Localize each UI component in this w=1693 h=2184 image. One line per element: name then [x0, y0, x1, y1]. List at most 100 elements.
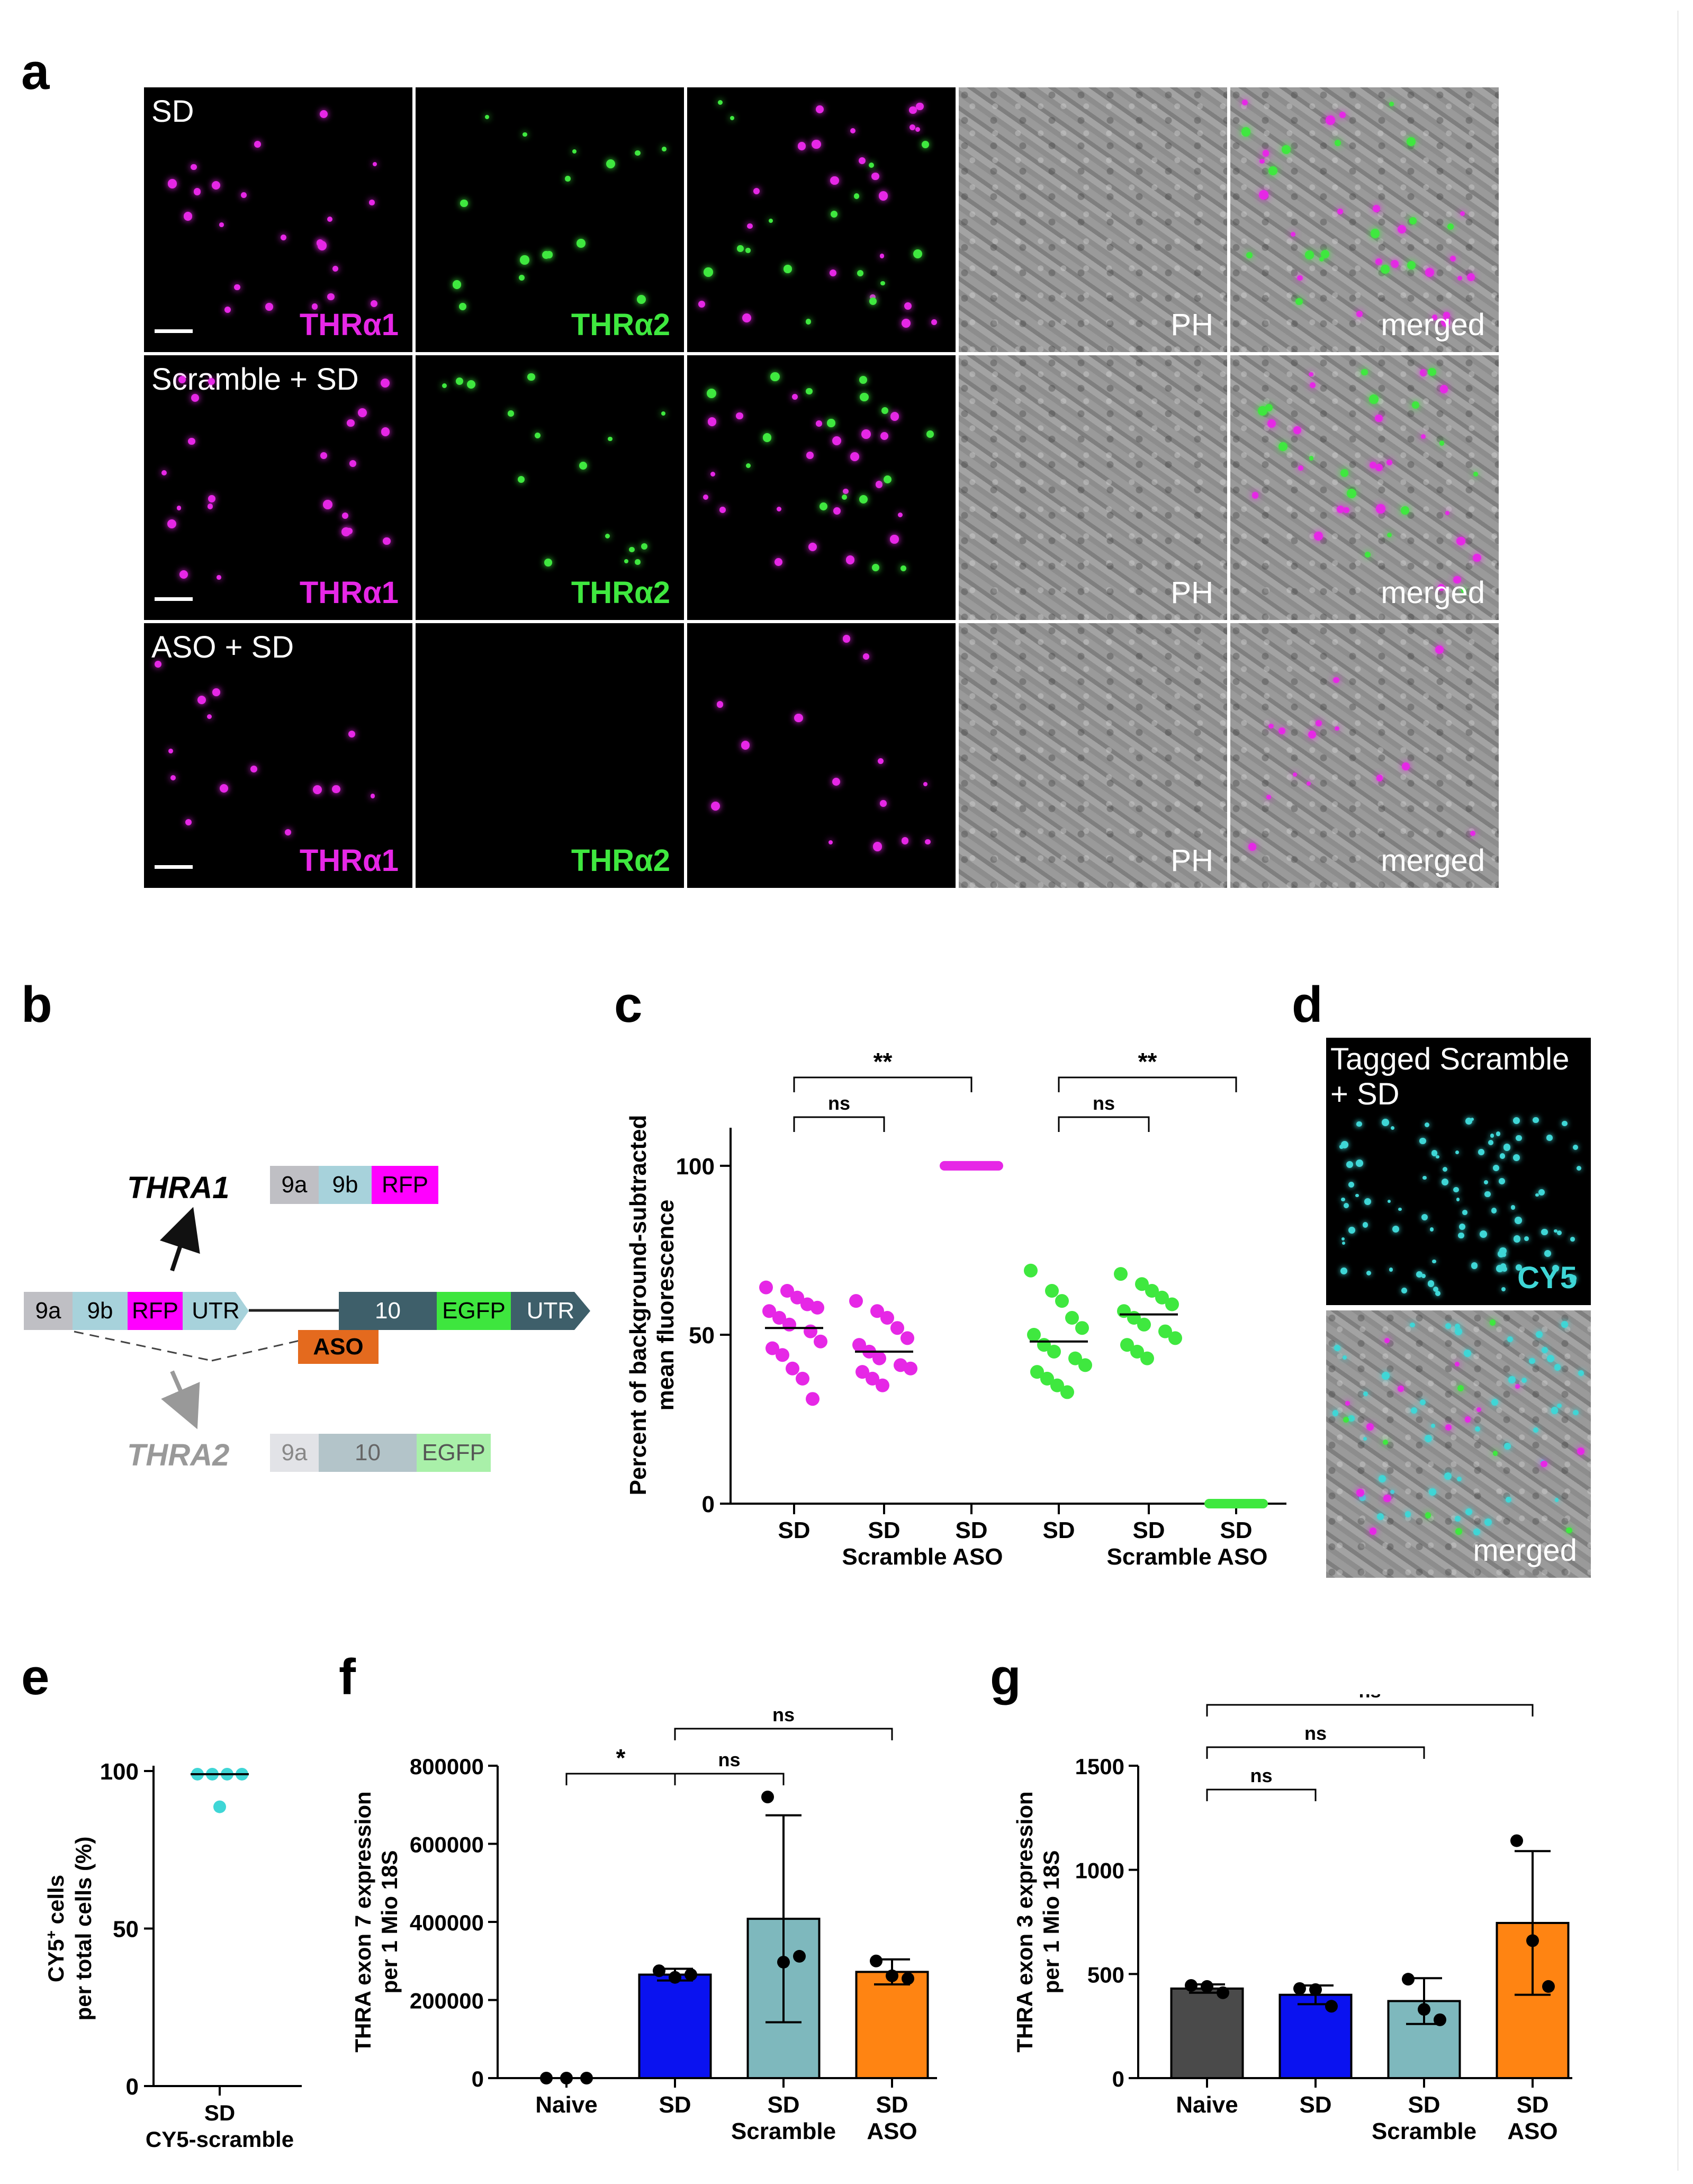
cell-signal-dot — [857, 270, 864, 277]
cell-signal-dot — [1375, 258, 1382, 266]
cell-signal-dot — [254, 141, 262, 148]
panel-letter-d: d — [1292, 976, 1323, 1033]
cell-signal-dot — [442, 383, 447, 389]
cell-signal-dot — [1419, 369, 1428, 377]
image-overlay-row3 — [687, 623, 956, 888]
cell-signal-dot — [815, 105, 824, 113]
y-axis-label-line1: Percent of background-subtracted — [625, 1115, 651, 1496]
splice-line-1 — [74, 1331, 212, 1362]
cell-signal-dot — [1265, 403, 1273, 412]
cell-signal-dot — [194, 188, 201, 195]
cell-signal-dot — [770, 372, 780, 382]
thra1-seg-9a: 9a — [270, 1166, 319, 1204]
cy5-signal-dot — [1355, 1193, 1359, 1198]
significance-bracket — [674, 1728, 893, 1740]
panel-letter-e: e — [21, 1649, 50, 1705]
data-point — [904, 1361, 917, 1376]
cy5-signal-dot — [1570, 1280, 1574, 1283]
channel-label-thra2: THRα2 — [571, 843, 670, 878]
cell-signal-dot — [710, 471, 716, 477]
cell-signal-dot — [1372, 204, 1381, 213]
cell-signal-dot — [1313, 531, 1323, 541]
cell-signal-dot — [703, 494, 709, 500]
data-point — [1145, 1284, 1159, 1298]
cy5-signal-dot — [1459, 1224, 1466, 1230]
image-thra2-row1: THRα2 — [416, 87, 684, 352]
data-point — [1030, 1365, 1044, 1379]
cy5-signal-dot — [1453, 1187, 1459, 1192]
panel-d-merged-image: merged — [1326, 1310, 1591, 1578]
page-edge-line — [1677, 11, 1679, 2171]
cell-signal-dot — [853, 193, 860, 199]
cell-signal-dot — [716, 701, 723, 708]
cell-signal-dot — [880, 800, 887, 807]
cell-signal-dot — [167, 179, 177, 188]
data-point — [890, 1321, 904, 1335]
data-point — [786, 1361, 799, 1376]
data-point — [1135, 1277, 1149, 1291]
cell-signal-dot — [1369, 462, 1377, 469]
cell-signal-dot — [879, 254, 885, 258]
cell-signal-dot — [191, 164, 197, 170]
cy5-signal-dot — [1432, 1260, 1436, 1264]
cell-signal-dot — [762, 433, 771, 442]
cell-signal-dot — [1248, 842, 1256, 851]
cell-signal-dot — [1267, 419, 1276, 428]
data-point — [1434, 2013, 1446, 2026]
cy5-signal-dot — [1465, 1118, 1472, 1125]
cell-signal-dot — [1361, 369, 1368, 376]
cell-signal-dot — [913, 249, 922, 259]
x-tick-label: SD — [955, 1517, 987, 1543]
cell-signal-dot — [518, 274, 525, 281]
cell-signal-dot — [850, 128, 856, 133]
merged-signal-dot — [1508, 1376, 1516, 1383]
cell-signal-dot — [794, 713, 803, 723]
cell-signal-dot — [1368, 394, 1379, 404]
cell-signal-dot — [745, 463, 751, 468]
cy5-signal-dot — [1499, 1178, 1505, 1184]
cell-signal-dot — [629, 546, 635, 553]
cell-signal-dot — [383, 537, 391, 545]
thra2-seg-10: 10 — [319, 1434, 417, 1472]
cy5-signal-dot — [1499, 1153, 1506, 1159]
cell-signal-dot — [1241, 99, 1248, 105]
cy5-signal-dot — [1456, 1197, 1460, 1201]
cy5-signal-dot — [1546, 1135, 1553, 1141]
x-tick-label: SD — [1516, 2092, 1548, 2118]
data-point — [870, 1304, 884, 1318]
merged-signal-dot — [1507, 1336, 1513, 1343]
cy5-signal-dot — [1501, 1287, 1506, 1292]
cell-signal-dot — [357, 408, 367, 417]
image-merged-row3: merged — [1230, 623, 1499, 888]
data-point — [1045, 1284, 1059, 1298]
cell-signal-dot — [185, 819, 192, 826]
cell-signal-dot — [880, 432, 888, 440]
cell-signal-dot — [452, 280, 462, 289]
merged-signal-dot — [1455, 1362, 1460, 1367]
data-point — [1040, 1371, 1054, 1386]
cell-signal-dot — [250, 765, 258, 773]
y-tick-label: 50 — [113, 1917, 139, 1943]
cy5-signal-dot — [1538, 1189, 1545, 1196]
data-point — [1155, 1290, 1169, 1305]
data-point — [766, 1341, 779, 1355]
cell-signal-dot — [1435, 645, 1444, 654]
thra2-arrow — [161, 1370, 200, 1430]
data-point — [1201, 1980, 1213, 1993]
data-point — [1217, 1986, 1229, 1999]
cell-signal-dot — [1319, 257, 1325, 262]
merged-signal-dot — [1383, 1494, 1392, 1503]
cy5-signal-dot — [1363, 1222, 1368, 1228]
cy5-signal-dot — [1341, 1141, 1348, 1148]
cell-signal-dot — [637, 294, 646, 304]
cell-signal-dot — [1258, 406, 1267, 416]
cy5-signal-dot — [1421, 1214, 1428, 1220]
y-tick-label: 100 — [100, 1759, 139, 1785]
data-point — [540, 2072, 553, 2084]
cell-signal-dot — [212, 181, 221, 190]
image-overlay-row2 — [687, 355, 956, 620]
data-point — [849, 1294, 863, 1308]
y-tick-label: 800000 — [410, 1754, 484, 1779]
image-thra1-row2: Scramble + SD THRα1 — [144, 355, 412, 620]
cy5-signal-dot — [1484, 1180, 1489, 1185]
